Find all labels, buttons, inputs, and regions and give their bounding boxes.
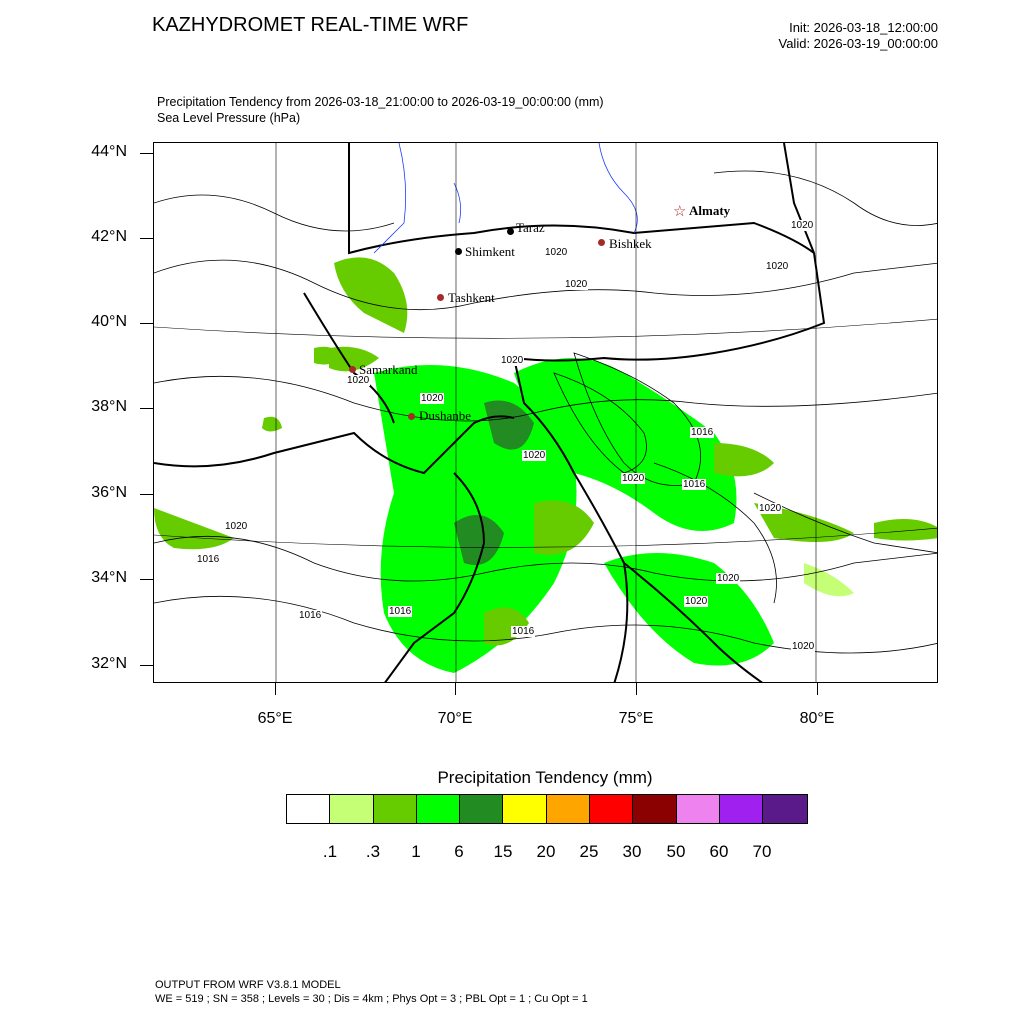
lon-tick	[636, 683, 637, 695]
color-bin	[460, 795, 504, 823]
city-marker-tashkent	[437, 294, 444, 301]
isobar-label: 1020	[790, 220, 815, 231]
color-bin	[590, 795, 634, 823]
colorbar-label: 30	[622, 842, 642, 861]
lon-tick	[817, 683, 818, 695]
precipitation-field	[154, 257, 937, 673]
subtitle-precip: Precipitation Tendency from 2026-03-18_2…	[157, 95, 604, 109]
city-label-dushanbe: Dushanbe	[419, 408, 471, 423]
colorbar-label: 6	[454, 842, 464, 861]
lat-label-42n: 42°N	[91, 228, 127, 245]
lat-label-32n: 32°N	[91, 655, 127, 672]
colorbar-label: 70	[752, 842, 772, 861]
lat-tick	[140, 323, 153, 324]
color-bar	[286, 794, 808, 824]
city-label-almaty: Almaty	[689, 203, 731, 218]
color-bin	[503, 795, 547, 823]
colorbar-label: 50	[666, 842, 686, 861]
isobar-label: 1020	[765, 261, 790, 272]
isobar-label: 1016	[298, 610, 323, 621]
city-label-bishkek: Bishkek	[609, 236, 652, 251]
lat-tick	[140, 494, 153, 495]
lon-tick	[275, 683, 276, 695]
city-marker-taraz	[507, 228, 514, 235]
lat-label-36n: 36°N	[91, 484, 127, 501]
lat-label-38n: 38°N	[91, 398, 127, 415]
color-bin	[330, 795, 374, 823]
isobar-label: 1016	[388, 606, 413, 617]
lat-tick	[140, 665, 153, 666]
isobar-label: 1020	[544, 247, 569, 258]
colorbar-label: .1	[322, 842, 338, 861]
colorbar-label: 20	[536, 842, 556, 861]
footer-config: WE = 519 ; SN = 358 ; Levels = 30 ; Dis …	[155, 993, 588, 1005]
isobar-label: 1016	[682, 479, 707, 490]
city-label-taraz: Taraz	[516, 220, 545, 235]
lat-tick	[140, 408, 153, 409]
colorbar-label: 15	[493, 842, 513, 861]
colorbar-label: 60	[709, 842, 729, 861]
graticule	[154, 143, 937, 682]
isobar-label: 1020	[420, 393, 445, 404]
lat-tick	[140, 153, 153, 154]
isobar-label: 1020	[684, 596, 709, 607]
city-marker-samarkand	[349, 366, 356, 373]
lon-label-75e: 75°E	[618, 710, 654, 727]
isobar-label: 1020	[500, 355, 525, 366]
isobar-label: 1020	[522, 450, 547, 461]
rivers	[373, 143, 638, 254]
isobar-label: 1016	[511, 626, 536, 637]
city-marker-almaty-star-icon: ☆	[673, 204, 687, 220]
color-bin	[416, 795, 461, 823]
lon-tick	[455, 683, 456, 695]
lon-label-70e: 70°E	[437, 710, 473, 727]
city-label-samarkand: Samarkand	[359, 362, 418, 377]
isobar-label: 1020	[758, 503, 783, 514]
city-marker-bishkek	[598, 239, 605, 246]
isobar-label: 1016	[690, 427, 715, 438]
color-bin	[287, 795, 331, 823]
footer-model: OUTPUT FROM WRF V3.8.1 MODEL	[155, 979, 341, 991]
chart-title: KAZHYDROMET REAL-TIME WRF	[152, 14, 469, 36]
color-bin	[676, 795, 720, 823]
lon-label-65e: 65°E	[257, 710, 293, 727]
color-bin	[763, 795, 807, 823]
color-bin	[719, 795, 764, 823]
isobar-label: 1020	[224, 521, 249, 532]
city-marker-shimkent	[455, 248, 462, 255]
lat-tick	[140, 579, 153, 580]
colorbar-label: .3	[365, 842, 381, 861]
lat-label-34n: 34°N	[91, 569, 127, 586]
lat-tick	[140, 238, 153, 239]
color-bin	[633, 795, 677, 823]
isobar-label: 1020	[564, 279, 589, 290]
map-panel: Taraz Shimkent Bishkek Tashkent Samarkan…	[153, 142, 938, 683]
isobar-label: 1020	[621, 473, 646, 484]
lon-label-80e: 80°E	[799, 710, 835, 727]
colorbar-label: 25	[579, 842, 599, 861]
color-bin	[546, 795, 591, 823]
city-label-tashkent: Tashkent	[448, 290, 495, 305]
isobar-label: 1020	[346, 375, 371, 386]
isobar-label: 1020	[791, 641, 816, 652]
color-bin	[373, 795, 417, 823]
legend-title: Precipitation Tendency (mm)	[437, 768, 653, 787]
lat-label-40n: 40°N	[91, 313, 127, 330]
isobar-label: 1020	[716, 573, 741, 584]
subtitle-pressure: Sea Level Pressure (hPa)	[157, 111, 301, 125]
isobar-label: 1016	[196, 554, 221, 565]
valid-time: Valid: 2026-03-19_00:00:00	[778, 36, 939, 51]
colorbar-label: 1	[411, 842, 421, 861]
city-label-shimkent: Shimkent	[465, 244, 515, 259]
country-borders	[154, 143, 826, 682]
lat-label-44n: 44°N	[91, 143, 127, 160]
init-time: Init: 2026-03-18_12:00:00	[789, 20, 938, 35]
map-canvas	[154, 143, 937, 682]
city-marker-dushanbe	[408, 413, 415, 420]
